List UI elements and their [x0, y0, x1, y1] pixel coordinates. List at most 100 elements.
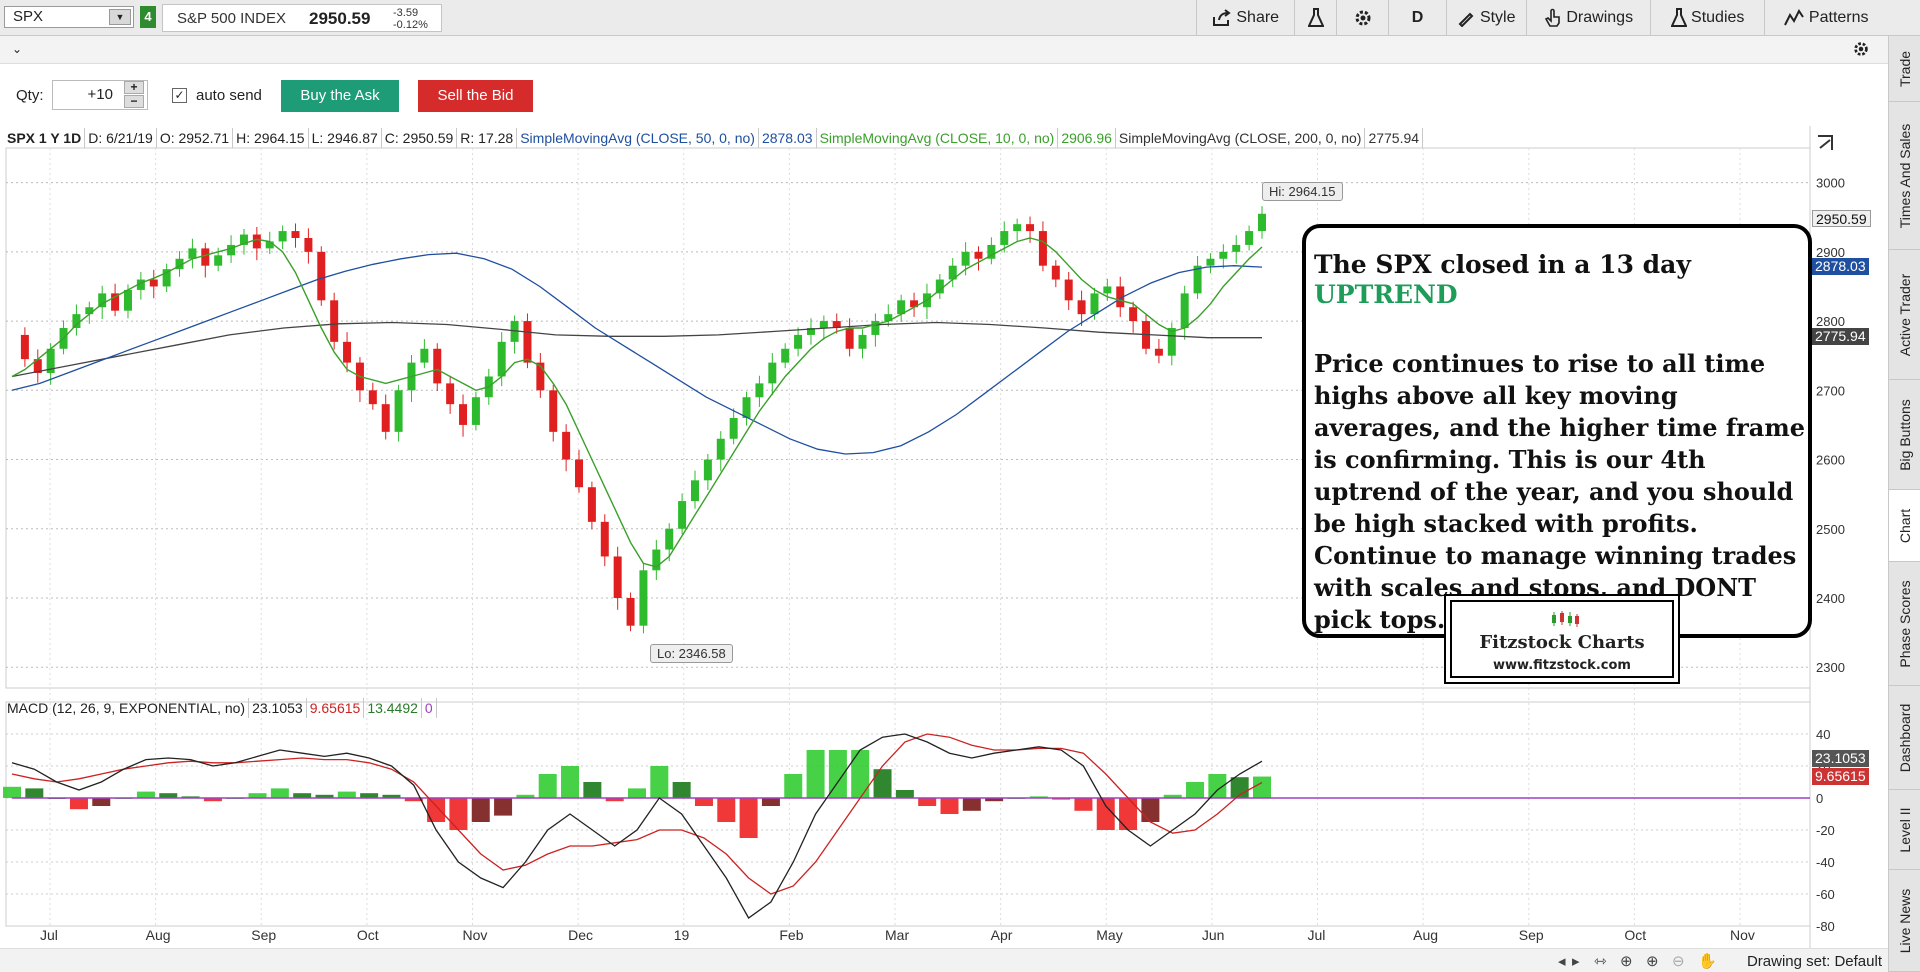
- macd-histogram-bar: [873, 769, 892, 798]
- tab-dashboard[interactable]: Dashboard: [1889, 686, 1920, 790]
- settings-button[interactable]: [1336, 0, 1388, 35]
- sma10-label[interactable]: SimpleMovingAvg (CLOSE, 10, 0, no): [817, 128, 1059, 148]
- drawings-button[interactable]: Drawings: [1526, 0, 1650, 35]
- macd-histogram-bar: [449, 798, 468, 830]
- tab-trade[interactable]: Trade: [1889, 36, 1920, 102]
- candle-body: [1051, 265, 1060, 280]
- patterns-label: Patterns: [1808, 9, 1869, 26]
- macd-histogram-bar: [538, 774, 557, 798]
- aggregation-button[interactable]: D: [1388, 0, 1446, 35]
- candle-body: [227, 244, 236, 256]
- gear-icon[interactable]: [1852, 40, 1870, 63]
- tab-level-ii[interactable]: Level II: [1889, 790, 1920, 870]
- candle-body: [46, 348, 55, 373]
- sell-the-bid-button[interactable]: Sell the Bid: [418, 80, 533, 112]
- candle-body: [961, 251, 970, 266]
- candle-body: [510, 321, 519, 342]
- x-tick-label: Aug: [146, 927, 171, 943]
- chevron-down-icon[interactable]: ▼: [109, 9, 131, 25]
- net-change: -3.59: [393, 7, 419, 19]
- chart-area[interactable]: 2300240025002600270028002900300040200-20…: [0, 126, 1888, 972]
- candle-body: [858, 334, 867, 349]
- auto-send-checkbox[interactable]: ✓: [172, 88, 187, 103]
- tab-active-trader[interactable]: Active Trader: [1889, 250, 1920, 380]
- status-high: H: 2964.15: [233, 128, 309, 148]
- macd-histogram-bar: [583, 782, 602, 798]
- candle-body: [497, 341, 506, 377]
- chart-canvas[interactable]: 2300240025002600270028002900300040200-20…: [0, 126, 1888, 948]
- macd-diff: 13.4492: [364, 698, 422, 718]
- flask-button[interactable]: [1294, 0, 1336, 35]
- sma50-label[interactable]: SimpleMovingAvg (CLOSE, 50, 0, no): [517, 128, 759, 148]
- status-date: D: 6/21/19: [85, 128, 157, 148]
- candle-body: [690, 480, 699, 502]
- flask-icon: [1670, 7, 1688, 27]
- scroll-right-icon[interactable]: ▸: [1572, 953, 1580, 970]
- tab-big-buttons[interactable]: Big Buttons: [1889, 380, 1920, 490]
- tab-label: Times And Sales: [1897, 123, 1913, 228]
- flask-icon: [1306, 7, 1325, 27]
- studies-button[interactable]: Studies: [1650, 0, 1764, 35]
- qty-increment-button[interactable]: +: [124, 81, 144, 94]
- candle-body: [291, 231, 300, 238]
- buy-the-ask-button[interactable]: Buy the Ask: [281, 80, 399, 112]
- candle-body: [1077, 300, 1086, 315]
- candle-body: [1219, 251, 1228, 259]
- macd-histogram-bar: [895, 790, 914, 798]
- share-button[interactable]: Share: [1196, 0, 1294, 35]
- macd-line: [11, 733, 1263, 919]
- annotation-box[interactable]: The SPX closed in a 13 day UPTREND Price…: [1302, 224, 1812, 638]
- macd-tick-label: -40: [1816, 855, 1835, 870]
- tab-chart[interactable]: Chart: [1889, 490, 1920, 562]
- macd-histogram-bar: [337, 791, 356, 798]
- macd-histogram-bar: [360, 793, 379, 798]
- link-group-badge[interactable]: 4: [140, 6, 156, 28]
- candle-body: [832, 321, 841, 328]
- macd-histogram-bar: [985, 798, 1004, 802]
- candle-body: [1000, 231, 1009, 245]
- candle-body: [162, 269, 171, 287]
- logo-url: www.fitzstock.com: [1493, 658, 1631, 673]
- macd-label[interactable]: MACD (12, 26, 9, EXPONENTIAL, no): [4, 698, 250, 718]
- symbol-selector[interactable]: SPX ▼: [4, 6, 134, 28]
- crosshair-icon[interactable]: ⊕: [1620, 953, 1633, 970]
- candle-body: [845, 328, 854, 349]
- tab-live-news[interactable]: Live News: [1889, 870, 1920, 972]
- tab-times-and-sales[interactable]: Times And Sales: [1889, 102, 1920, 250]
- qty-decrement-button[interactable]: −: [124, 95, 144, 108]
- candle-body: [781, 348, 790, 363]
- candle-body: [884, 314, 893, 322]
- candle-body: [343, 341, 352, 363]
- draw-trendline-icon[interactable]: [1818, 135, 1833, 150]
- style-button[interactable]: Style: [1446, 0, 1526, 35]
- expand-icon[interactable]: ⇿: [1594, 953, 1607, 970]
- chevron-down-icon[interactable]: ⌄: [12, 42, 23, 56]
- macd-tick-label: 40: [1816, 727, 1830, 742]
- tab-phase-scores[interactable]: Phase Scores: [1889, 562, 1920, 686]
- x-tick-label: Nov: [1730, 927, 1755, 943]
- macd-histogram-bar: [516, 794, 535, 798]
- price-tick-label: 2700: [1816, 383, 1845, 398]
- macd-histogram-bar: [650, 766, 669, 798]
- drawing-set-label[interactable]: Drawing set: Default: [1746, 953, 1882, 970]
- macd-tick-label: -80: [1816, 919, 1835, 934]
- macd-histogram-bar: [1208, 774, 1227, 798]
- sma200-label[interactable]: SimpleMovingAvg (CLOSE, 200, 0, no): [1116, 128, 1366, 148]
- zoom-in-icon[interactable]: ⊕: [1646, 953, 1659, 970]
- macd-histogram-bar: [761, 798, 780, 806]
- macd-histogram-bar: [1186, 782, 1205, 798]
- scroll-left-icon[interactable]: ◂: [1558, 953, 1566, 970]
- patterns-button[interactable]: Patterns: [1764, 0, 1888, 35]
- candle-body: [562, 431, 571, 460]
- annotation-line-1: The SPX closed in a 13 day: [1314, 250, 1691, 279]
- tab-label: Live News: [1897, 888, 1913, 953]
- candle-body: [304, 238, 313, 252]
- symbol-text: SPX: [13, 8, 44, 25]
- studies-label: Studies: [1691, 9, 1745, 26]
- quote-box: S&P 500 INDEX 2950.59 -3.59 -0.12%: [162, 4, 442, 32]
- chart-header-bar: ⌄: [0, 36, 1888, 64]
- macd-histogram-bar: [1074, 798, 1093, 811]
- pan-hand-icon[interactable]: ✋: [1698, 953, 1717, 970]
- zoom-out-icon[interactable]: ⊖: [1672, 953, 1685, 970]
- candle-body: [278, 231, 287, 242]
